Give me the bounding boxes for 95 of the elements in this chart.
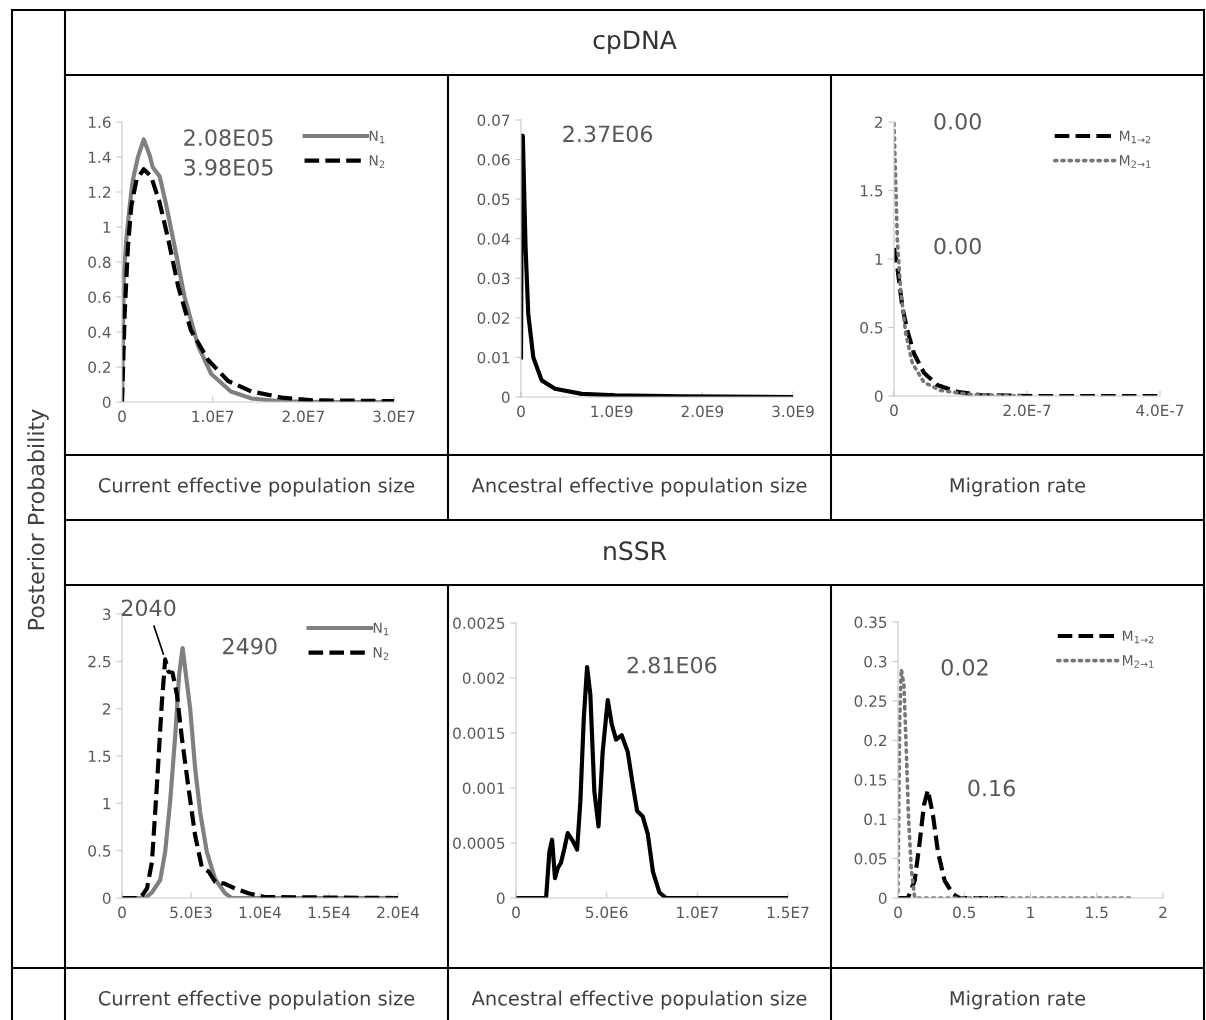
x-tick-label: 1.5E4 xyxy=(308,906,350,919)
x-tick-label: 2.0E4 xyxy=(377,906,419,919)
y-tick-label: 0.05 xyxy=(854,853,887,865)
x-tick-label: 0 xyxy=(517,405,525,418)
y-tick-label: 0.0015 xyxy=(453,727,505,740)
y-tick-label: 0 xyxy=(496,892,505,905)
legend-label: N$_{2}$ xyxy=(373,647,389,660)
y-tick-label: 0.0005 xyxy=(453,837,505,850)
y-tick-label: 0.06 xyxy=(477,154,510,166)
y-tick-label: 0.2 xyxy=(88,361,111,374)
legend-label: N$_{1}$ xyxy=(369,130,385,144)
x-tick-label: 3.0E9 xyxy=(772,405,814,418)
x-tick-label: 2 xyxy=(1159,906,1167,918)
annotation: 2.81E06 xyxy=(627,656,717,674)
text: cpDNA xyxy=(593,30,677,55)
x-axis-title: Ancestral effective population size xyxy=(471,477,807,497)
annotation: 0.00 xyxy=(934,113,981,130)
y-tick-label: 0.07 xyxy=(477,114,510,127)
y-tick-label: 0 xyxy=(102,892,111,905)
x-tick-label: 5.0E6 xyxy=(586,906,628,919)
y-tick-label: 0.8 xyxy=(88,256,111,269)
y-tick-label: 1.5 xyxy=(860,185,883,197)
x-tick-label: 1.0E7 xyxy=(192,410,234,423)
y-tick-label: 0.4 xyxy=(88,326,111,339)
y-tick-label: 0.001 xyxy=(462,782,505,795)
x-tick-label: 3.0E7 xyxy=(373,410,415,423)
x-tick-label: 2.0E-7 xyxy=(1003,404,1051,417)
y-tick-label: 1 xyxy=(875,253,883,265)
x-tick-label: 1.0E7 xyxy=(677,906,718,919)
y-tick-label: 3 xyxy=(103,608,111,621)
y-tick-label: 0 xyxy=(501,391,510,404)
x-tick-label: 1.0E4 xyxy=(239,906,281,919)
x-tick-label: 1 xyxy=(1027,906,1034,918)
legend-label: N$_{2}$ xyxy=(369,155,385,168)
y-tick-label: 2.5 xyxy=(88,655,111,668)
annotation: 0.16 xyxy=(968,779,1015,797)
x-tick-label: 0 xyxy=(894,906,902,919)
y-tick-label: 0.01 xyxy=(477,351,510,364)
x-axis-title: Ancestral effective population size xyxy=(471,990,807,1010)
y-tick-label: 1.4 xyxy=(88,151,111,163)
x-axis-title: Current effective population size xyxy=(98,477,415,497)
y-tick-label: 0.1 xyxy=(864,813,887,826)
y-tick-label: 0.03 xyxy=(477,272,510,285)
x-tick-label: 0 xyxy=(118,906,126,919)
y-tick-label: 0.5 xyxy=(860,321,883,334)
x-tick-label: 2.0E9 xyxy=(681,405,724,418)
annotation: 3.98E05 xyxy=(184,158,273,176)
x-tick-label: 2.0E7 xyxy=(282,410,324,423)
x-tick-label: 0 xyxy=(118,410,126,423)
annotation: 2490 xyxy=(223,637,277,655)
legend-label: M$_{1→2}$ xyxy=(1119,130,1151,144)
annotation: 2.37E06 xyxy=(563,125,653,143)
y-tick-label: 0 xyxy=(874,390,883,403)
legend-label: M$_{2→1}$ xyxy=(1122,655,1154,668)
x-axis-title: Migration rate xyxy=(950,990,1086,1010)
y-tick-label: 0.05 xyxy=(477,193,510,206)
x-tick-label: 0.5 xyxy=(953,906,976,919)
y-tick-label: 1 xyxy=(103,221,111,233)
y-tick-label: 0.5 xyxy=(88,845,111,857)
annotation: 2.08E05 xyxy=(184,129,273,146)
y-tick-label: 0.15 xyxy=(854,774,887,786)
y-tick-label: 1.6 xyxy=(88,116,111,129)
y-tick-label: 0.002 xyxy=(462,672,505,685)
y-tick-label: 1.5 xyxy=(88,750,111,763)
x-tick-label: 1.5E7 xyxy=(767,906,809,919)
text: nSSR xyxy=(604,541,667,561)
legend-label: M$_{2→1}$ xyxy=(1119,155,1151,168)
annotation: 0.02 xyxy=(941,658,988,676)
x-axis-title: Migration rate xyxy=(950,477,1086,497)
y-tick-label: 0 xyxy=(102,396,111,409)
x-tick-label: 1.0E9 xyxy=(591,405,633,418)
x-tick-label: 0 xyxy=(512,906,520,919)
annotation: 2040 xyxy=(121,599,176,617)
y-tick-label: 0.2 xyxy=(864,734,887,747)
y-tick-label: 0.25 xyxy=(854,695,887,707)
y-tick-label: 0.35 xyxy=(854,616,887,629)
annotation: 0.00 xyxy=(934,237,981,255)
y-tick-label: 0.02 xyxy=(477,312,510,324)
y-tick-label: 1.2 xyxy=(88,186,111,198)
y-tick-label: 0.6 xyxy=(88,291,111,304)
x-tick-label: 4.0E-7 xyxy=(1136,404,1184,417)
x-tick-label: 5.0E3 xyxy=(170,906,212,919)
legend-label: N$_{1}$ xyxy=(373,622,389,636)
y-tick-label: 0.04 xyxy=(477,233,510,245)
y-tick-label: 2 xyxy=(874,116,883,128)
y-tick-label: 2 xyxy=(102,703,111,715)
legend-label: M$_{1→2}$ xyxy=(1122,630,1154,644)
text: Posterior Probability xyxy=(27,409,49,630)
y-tick-label: 1 xyxy=(103,798,111,810)
y-tick-label: 0.0025 xyxy=(453,617,505,630)
x-tick-label: 0 xyxy=(890,404,898,417)
y-tick-label: 0.3 xyxy=(864,655,887,668)
x-tick-label: 1.5 xyxy=(1086,906,1108,919)
x-axis-title: Current effective population size xyxy=(98,990,415,1010)
y-tick-label: 0 xyxy=(878,892,887,905)
